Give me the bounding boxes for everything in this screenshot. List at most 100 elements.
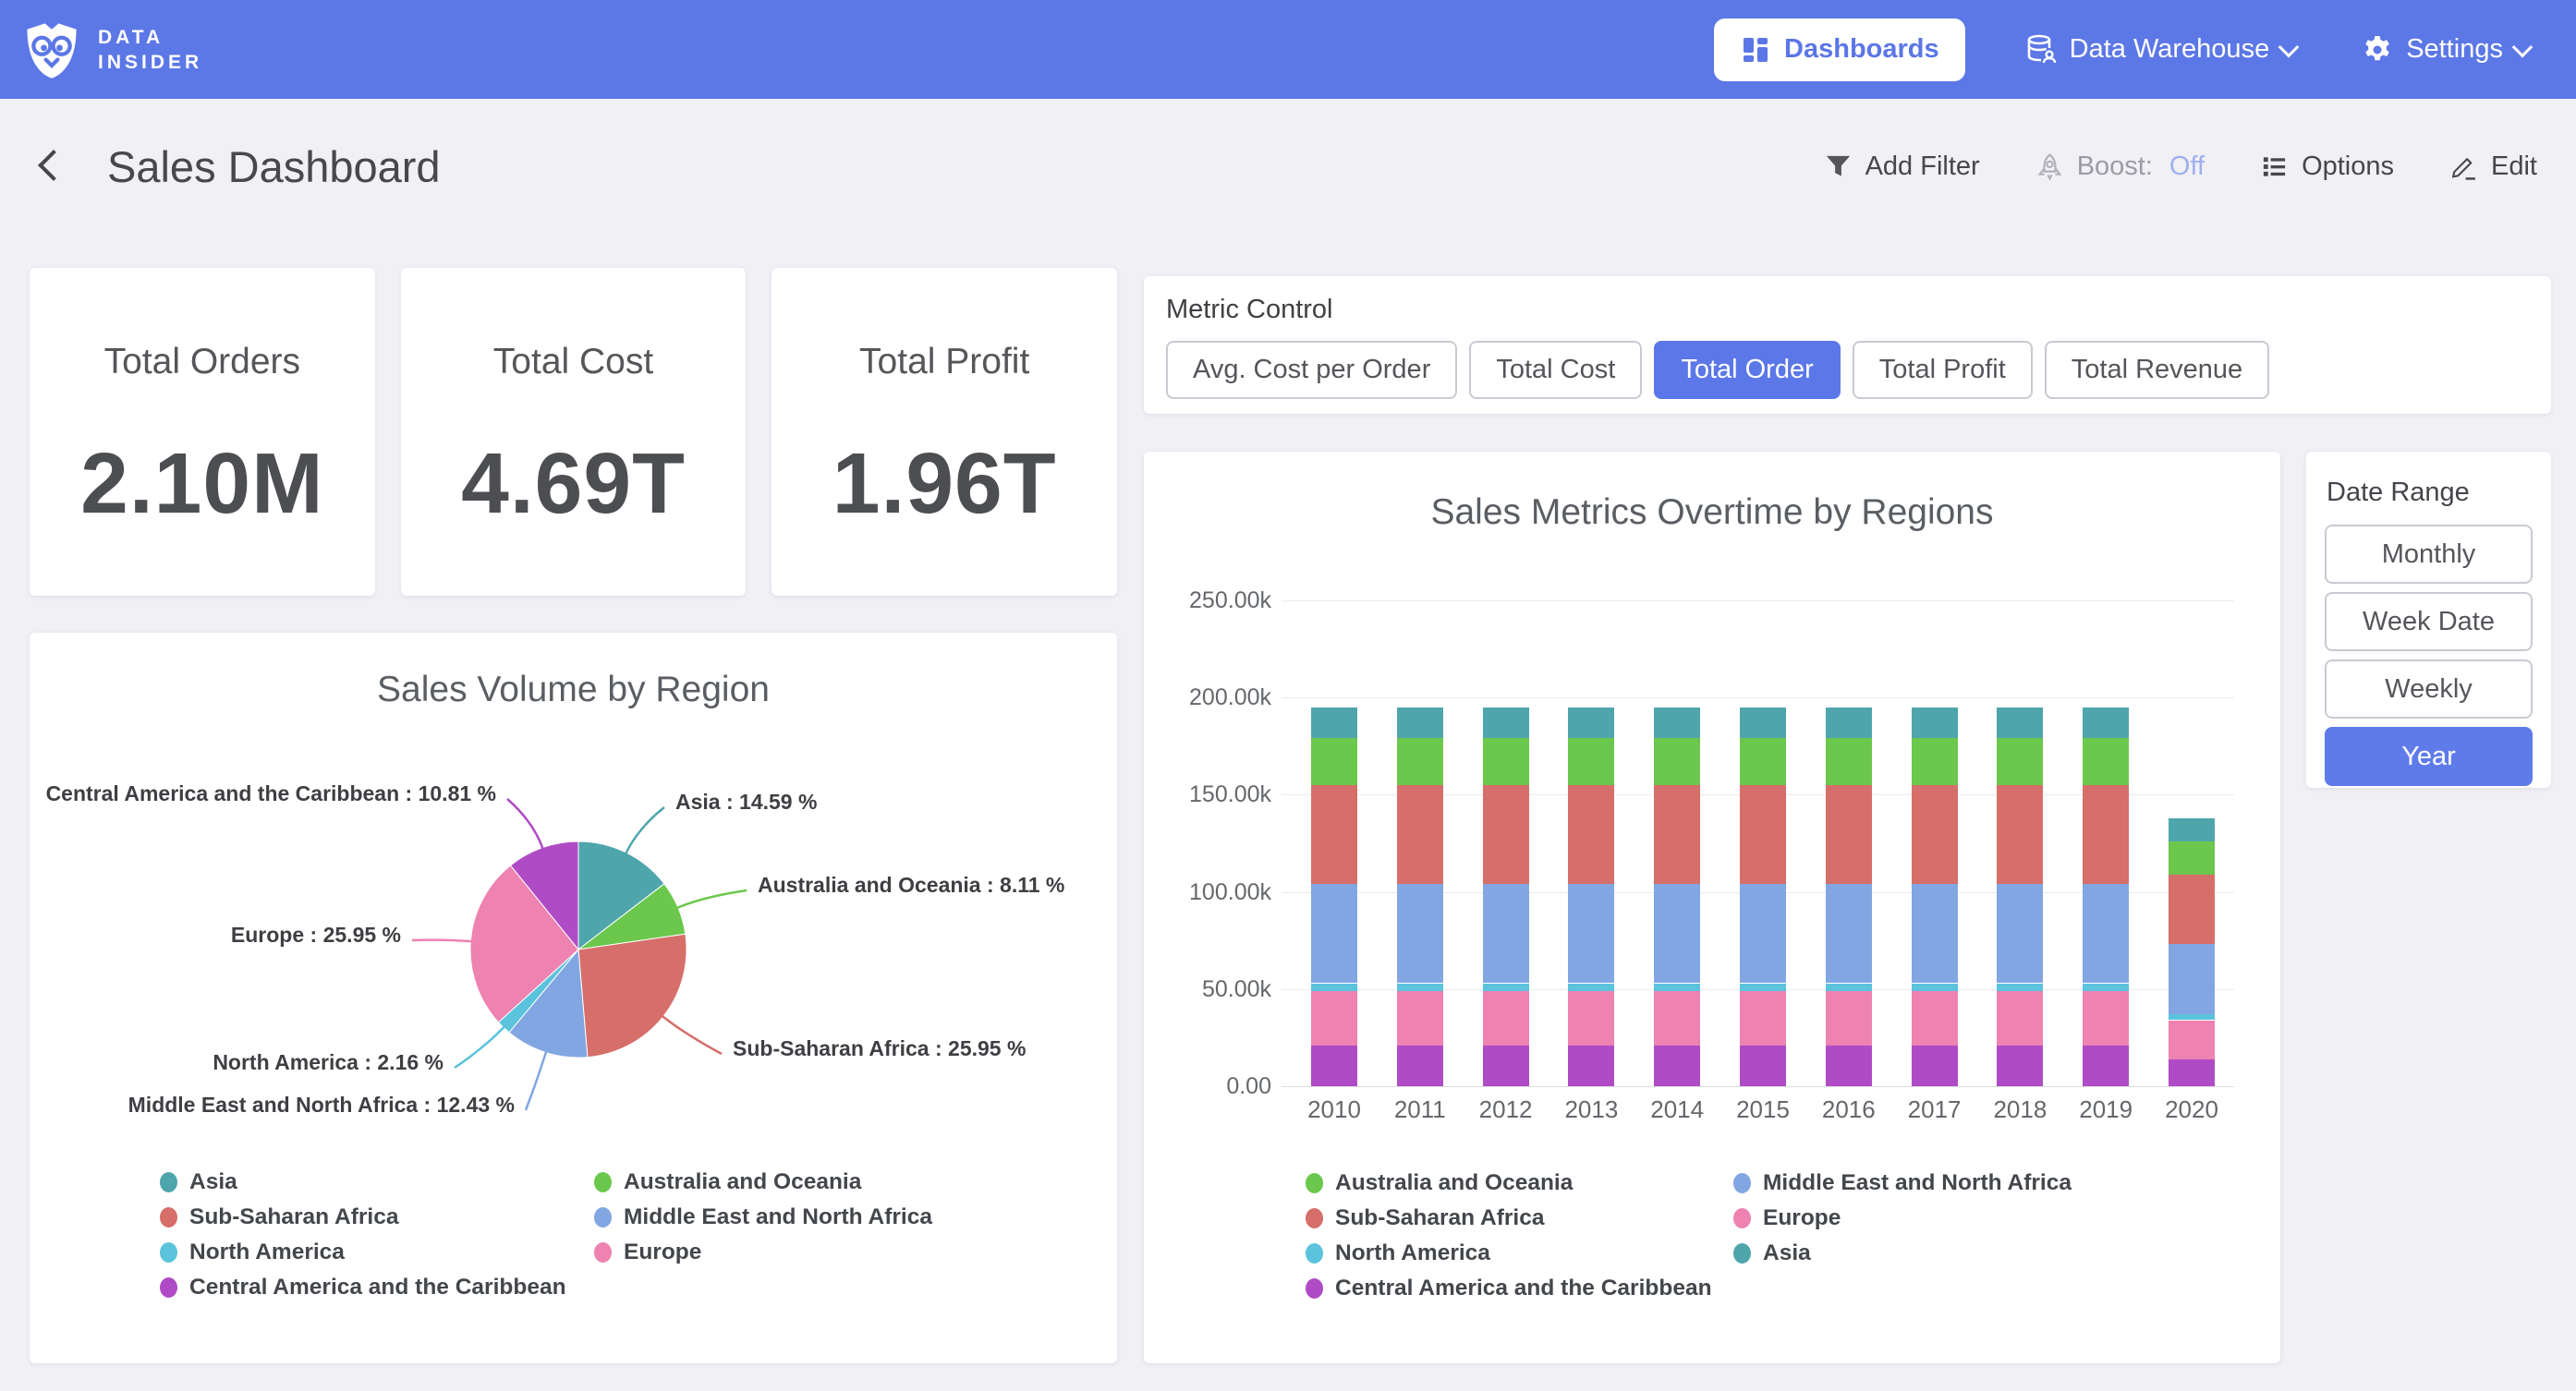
y-axis-tick: 200.00k <box>1144 684 1271 711</box>
date-range-option[interactable]: Year <box>2325 727 2533 786</box>
legend-label: Middle East and North Africa <box>624 1204 932 1230</box>
add-filter-label: Add Filter <box>1865 151 1980 182</box>
metric-option[interactable]: Total Revenue <box>2045 341 2269 399</box>
bar-segment <box>1654 984 1700 991</box>
legend-item[interactable]: North America <box>1306 1241 1712 1264</box>
bar-segment <box>1997 991 2043 1046</box>
legend-item[interactable]: Europe <box>594 1240 932 1264</box>
bar-segment <box>2083 984 2129 991</box>
kpi-title: Total Profit <box>859 342 1029 382</box>
bar-segment <box>1740 785 1786 884</box>
page-header: Sales Dashboard Add Filter Boost: Off <box>0 99 2576 234</box>
legend-item[interactable]: Australia and Oceania <box>1306 1171 1712 1194</box>
y-axis-tick: 250.00k <box>1144 587 1271 614</box>
bar-segment <box>1311 738 1357 785</box>
kpi-title: Total Orders <box>104 342 300 382</box>
bar-segment <box>1912 738 1958 785</box>
legend-item[interactable]: Middle East and North Africa <box>1733 1171 2072 1194</box>
legend-item[interactable]: Middle East and North Africa <box>594 1205 932 1228</box>
back-button[interactable] <box>33 148 70 185</box>
bar-segment <box>1912 1046 1958 1086</box>
metric-option[interactable]: Total Cost <box>1469 341 1642 399</box>
kpi-value: 1.96T <box>832 434 1057 533</box>
gridline <box>1282 697 2234 698</box>
x-axis-tick: 2019 <box>2062 1095 2149 1124</box>
legend-item[interactable]: Europe <box>1733 1206 2072 1229</box>
edit-button[interactable]: Edit <box>2444 151 2543 183</box>
nav-dashboards-button[interactable]: Dashboards <box>1714 18 1965 81</box>
metric-option[interactable]: Total Profit <box>1853 341 2033 399</box>
legend-label: Central America and the Caribbean <box>1335 1276 1712 1301</box>
bar-segment <box>1740 738 1786 785</box>
bar-segment <box>1912 708 1958 739</box>
bar-segment <box>1311 984 1357 991</box>
legend-item[interactable]: Australia and Oceania <box>594 1170 932 1193</box>
boost-toggle[interactable]: Boost: Off <box>2030 151 2210 183</box>
legend-dot <box>160 1207 177 1228</box>
bar-segment <box>1568 708 1614 739</box>
bar-segment <box>2083 991 2129 1046</box>
legend-item[interactable]: North America <box>160 1240 566 1264</box>
x-axis-tick: 2017 <box>1891 1095 1978 1124</box>
pie-label-line <box>412 940 471 942</box>
metric-option[interactable]: Total Order <box>1654 341 1840 399</box>
metric-control-label: Metric Control <box>1166 295 2529 325</box>
bar-segment <box>1826 984 1872 991</box>
kpi-card-total-orders: Total Orders 2.10M <box>30 268 375 596</box>
legend-item[interactable]: Asia <box>1733 1241 2072 1264</box>
options-button[interactable]: Options <box>2254 151 2400 183</box>
legend-item[interactable]: Asia <box>160 1170 566 1193</box>
gridline <box>1282 600 2234 601</box>
legend-column: Australia and Oceania Sub-Saharan Africa N… <box>1306 1171 1712 1300</box>
bar-segment <box>2169 1021 2215 1059</box>
add-filter-button[interactable]: Add Filter <box>1818 151 1986 183</box>
bar-segment <box>1997 785 2043 884</box>
options-label: Options <box>2302 151 2394 182</box>
legend-dot <box>594 1207 612 1228</box>
legend-item[interactable]: Central America and the Caribbean <box>1306 1276 1712 1300</box>
x-axis-tick: 2010 <box>1291 1095 1378 1124</box>
date-range-option[interactable]: Monthly <box>2325 525 2533 584</box>
bar-segment <box>1568 738 1614 785</box>
pie-slice <box>578 934 687 1057</box>
legend-column: Middle East and North Africa Europe Asia <box>1733 1171 2072 1264</box>
bar-segment <box>1997 738 2043 785</box>
legend-dot <box>1733 1208 1751 1228</box>
bar-segment <box>1397 708 1443 739</box>
bar-segment <box>2169 1059 2215 1087</box>
legend-item[interactable]: Sub-Saharan Africa <box>1306 1206 1712 1229</box>
y-axis-tick: 100.00k <box>1144 879 1271 906</box>
nav-data-warehouse-button[interactable]: Data Warehouse <box>2019 32 2303 67</box>
date-range-option[interactable]: Weekly <box>2325 659 2533 719</box>
bar-segment <box>1311 884 1357 983</box>
bar-segment <box>1568 1046 1614 1086</box>
date-range-card: Date Range MonthlyWeek DateWeeklyYear <box>2306 452 2551 788</box>
kpi-row: Total Orders 2.10M Total Cost 4.69T Tota… <box>30 268 1117 596</box>
chevron-down-icon <box>2278 36 2300 57</box>
legend-item[interactable]: Central America and the Caribbean <box>160 1276 566 1299</box>
legend-label: Australia and Oceania <box>624 1169 861 1195</box>
bar-segment <box>1397 884 1443 983</box>
y-axis-tick: 0.00 <box>1144 1073 1271 1100</box>
bar-segment <box>2083 785 2129 884</box>
legend-dot <box>160 1172 177 1192</box>
bar-segment <box>1654 708 1700 739</box>
bar-segment <box>1483 738 1529 785</box>
metric-option[interactable]: Avg. Cost per Order <box>1166 341 1457 399</box>
bar-segment <box>1397 785 1443 884</box>
logo-owl-icon <box>20 18 83 81</box>
app-name: DATA INSIDER <box>98 25 202 75</box>
bar-segment <box>2169 841 2215 875</box>
nav-data-warehouse-label: Data Warehouse <box>2070 34 2270 65</box>
bar-segment <box>1912 884 1958 983</box>
bar-chart-card: Sales Metrics Overtime by Regions 0.0050… <box>1144 452 2280 1363</box>
kpi-card-total-cost: Total Cost 4.69T <box>401 268 747 596</box>
nav-settings-button[interactable]: Settings <box>2355 32 2535 67</box>
legend-dot <box>594 1172 612 1192</box>
legend-label: North America <box>189 1240 345 1265</box>
pie-slice-label: Middle East and North Africa : 12.43 % <box>128 1093 515 1118</box>
date-range-option[interactable]: Week Date <box>2325 592 2533 651</box>
legend-item[interactable]: Sub-Saharan Africa <box>160 1205 566 1228</box>
x-axis-tick: 2018 <box>1976 1095 2063 1124</box>
kpi-title: Total Cost <box>493 342 653 382</box>
